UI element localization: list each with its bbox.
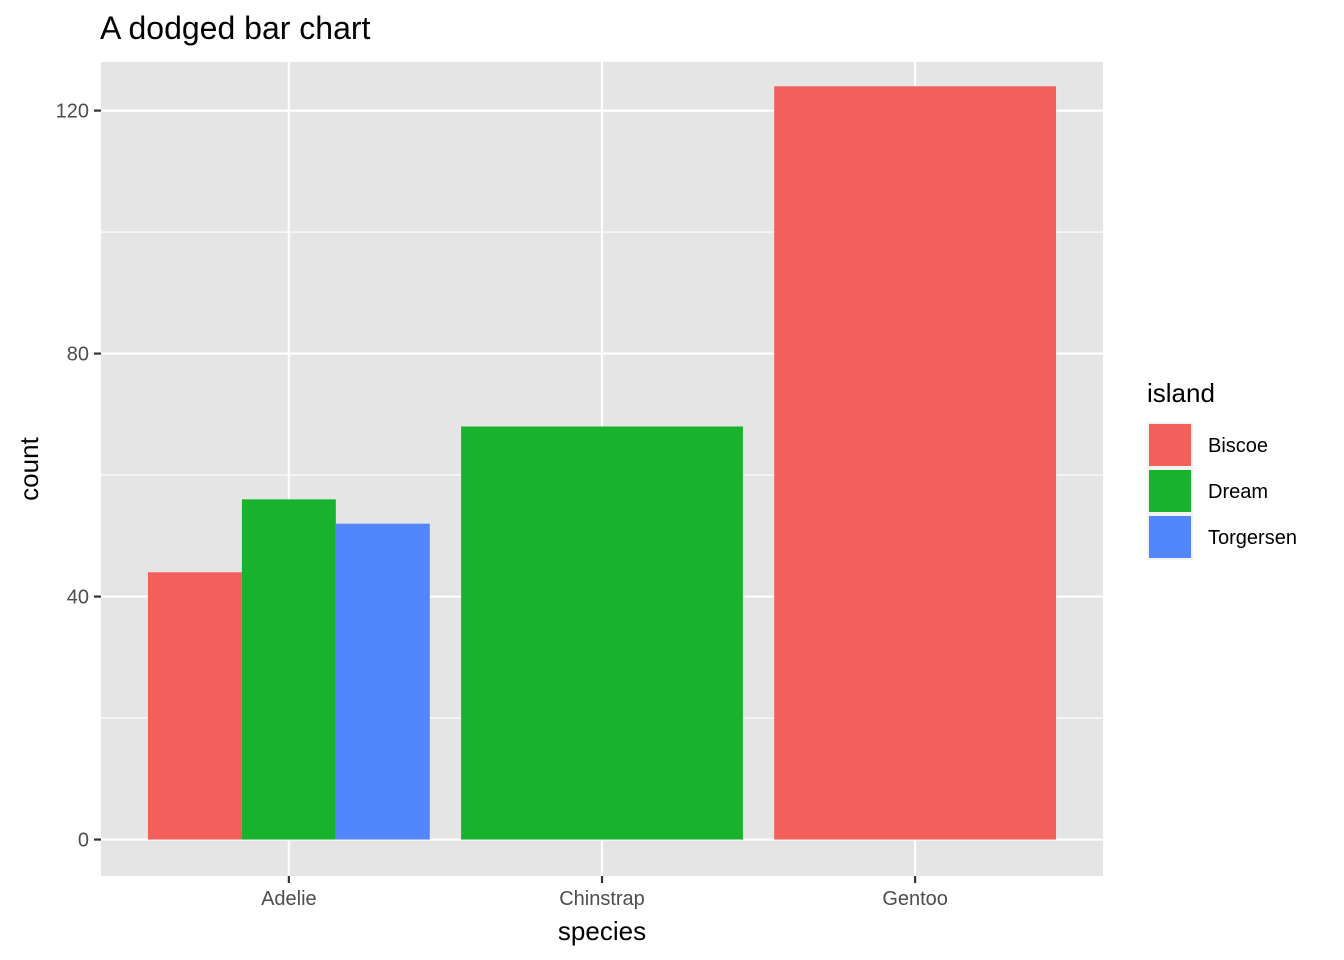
x-tick-label: Chinstrap	[559, 888, 645, 910]
legend-swatch-dream	[1149, 470, 1191, 512]
plot-panel	[101, 62, 1103, 876]
bar-adelie-torgersen	[335, 523, 430, 840]
y-axis: 0 40 80 120	[56, 101, 101, 852]
y-tick-label: 0	[78, 830, 89, 852]
legend: island Biscoe Dream Torgersen	[1147, 378, 1297, 560]
legend-swatch-torgersen	[1149, 516, 1191, 558]
legend-label-dream: Dream	[1208, 481, 1268, 503]
x-axis-title: species	[558, 916, 646, 946]
y-tick-label: 40	[67, 587, 89, 609]
y-tick-label: 120	[56, 101, 89, 123]
x-axis: Adelie Chinstrap Gentoo	[261, 876, 948, 910]
bar-adelie-biscoe	[147, 572, 242, 840]
y-tick-label: 80	[67, 344, 89, 366]
bar-adelie-dream	[241, 499, 336, 840]
x-tick-label: Gentoo	[882, 888, 948, 910]
legend-title: island	[1147, 378, 1215, 408]
y-axis-title: count	[14, 436, 44, 500]
legend-swatch-biscoe	[1149, 424, 1191, 466]
legend-label-torgersen: Torgersen	[1208, 527, 1297, 549]
chart-title: A dodged bar chart	[100, 10, 371, 46]
legend-label-biscoe: Biscoe	[1208, 435, 1268, 457]
bar-chinstrap-dream	[461, 426, 743, 840]
bar-gentoo-biscoe	[774, 86, 1057, 840]
x-tick-label: Adelie	[261, 888, 317, 910]
